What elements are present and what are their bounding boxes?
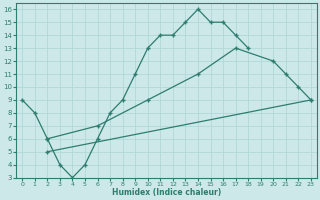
X-axis label: Humidex (Indice chaleur): Humidex (Indice chaleur): [112, 188, 221, 197]
